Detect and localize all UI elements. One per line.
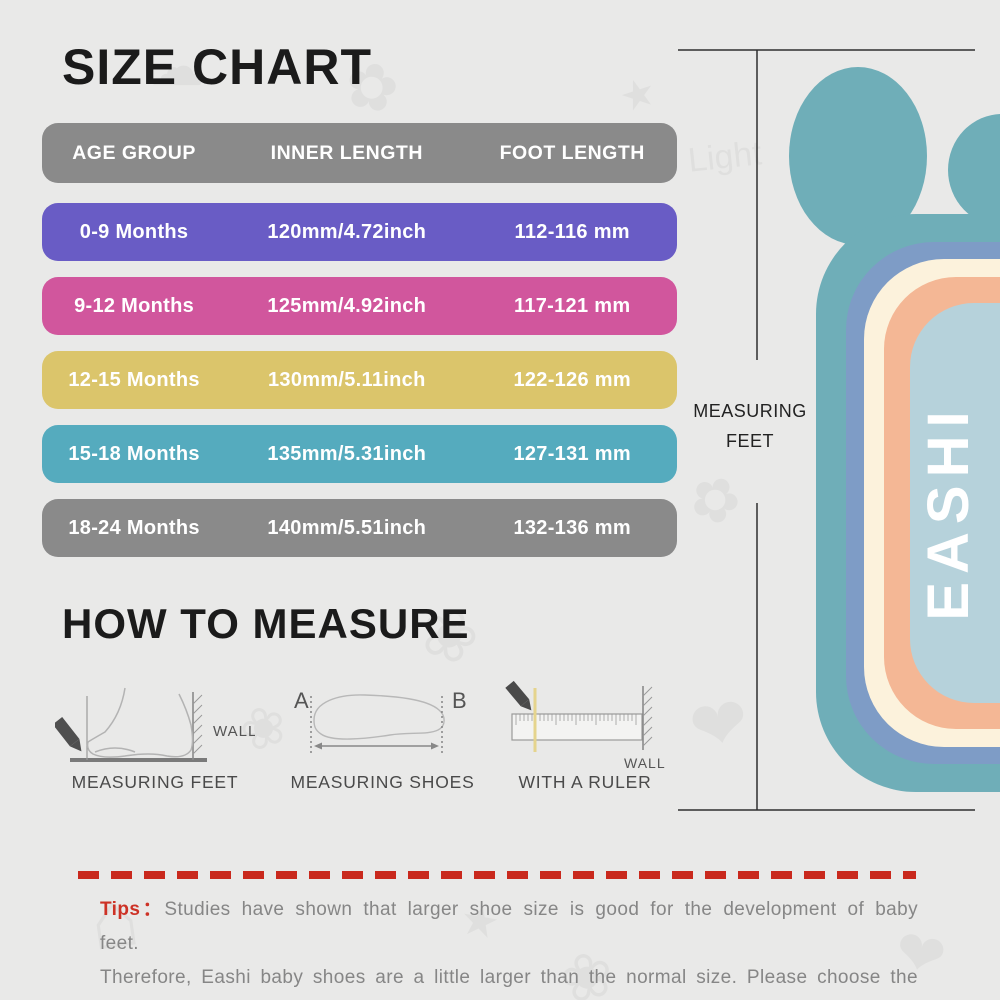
tips-label: Tips： bbox=[100, 899, 165, 920]
col-age-group: AGE GROUP bbox=[72, 141, 196, 164]
cell-foot: 122-126 mm bbox=[513, 368, 631, 391]
tips-text-line1: Studies have shown that larger shoe size… bbox=[100, 899, 918, 954]
panel-caption-line2: FEET bbox=[725, 431, 774, 451]
cell-age: 9-12 Months bbox=[74, 294, 195, 317]
length-arrow bbox=[314, 742, 439, 750]
cell-inner: 125mm/4.92inch bbox=[267, 294, 427, 317]
how-to-measure-title: HOW TO MEASURE bbox=[62, 600, 470, 647]
table-header-row: AGE GROUP INNER LENGTH FOOT LENGTH bbox=[42, 123, 677, 183]
red-dashed-divider bbox=[78, 871, 916, 879]
with-a-ruler-illustration: WALL bbox=[505, 680, 666, 771]
brand-logo: EASHI bbox=[916, 403, 981, 620]
cell-foot: 117-121 mm bbox=[514, 294, 631, 317]
sole-outline bbox=[313, 694, 445, 740]
cell-inner: 130mm/5.11inch bbox=[267, 368, 426, 391]
doodle-icon: ☁ bbox=[150, 37, 204, 97]
page-title: SIZE CHART bbox=[62, 39, 372, 95]
tips-text-line2: Therefore, Eashi baby shoes are a little… bbox=[100, 967, 918, 988]
point-a-label: A bbox=[294, 688, 309, 713]
cell-inner: 120mm/4.72inch bbox=[267, 220, 427, 243]
wall-label: WALL bbox=[624, 755, 666, 771]
cell-age: 18-24 Months bbox=[68, 516, 200, 539]
cell-inner: 135mm/5.31inch bbox=[267, 442, 427, 465]
panel-caption-line1: MEASURING bbox=[693, 401, 807, 421]
pencil-icon bbox=[55, 716, 82, 752]
ruler-icon bbox=[511, 713, 643, 741]
foot-measuring-panel: EASHI bbox=[678, 49, 1000, 811]
table-row: 18-24 Months 140mm/5.51inch 132-136 mm bbox=[42, 499, 677, 557]
cell-foot: 127-131 mm bbox=[513, 442, 631, 465]
table-row: 9-12 Months 125mm/4.92inch 117-121 mm bbox=[42, 277, 677, 335]
col-foot-length: FOOT LENGTH bbox=[499, 141, 645, 164]
cell-age: 12-15 Months bbox=[68, 368, 200, 391]
cell-age: 0-9 Months bbox=[79, 220, 189, 243]
measuring-shoes-illustration: A B bbox=[294, 688, 467, 754]
table-row: 0-9 Months 120mm/4.72inch 112-116 mm bbox=[42, 203, 677, 261]
size-table: AGE GROUP INNER LENGTH FOOT LENGTH 0-9 M… bbox=[42, 123, 677, 573]
wall-label: WALL bbox=[213, 723, 255, 740]
wall-hatch bbox=[192, 694, 203, 755]
cell-inner: 140mm/5.51inch bbox=[267, 516, 427, 539]
with-a-ruler-label: WITH A RULER bbox=[518, 772, 652, 792]
foot-layer-core bbox=[910, 303, 1000, 703]
big-toe-icon bbox=[789, 67, 927, 245]
cell-foot: 132-136 mm bbox=[513, 516, 631, 539]
table-row: 15-18 Months 135mm/5.31inch 127-131 mm bbox=[42, 425, 677, 483]
cell-foot: 112-116 mm bbox=[514, 220, 630, 243]
doodle-icon: ★ bbox=[614, 68, 662, 122]
measuring-shoes-label: MEASURING SHOES bbox=[290, 772, 475, 792]
point-b-label: B bbox=[452, 688, 467, 713]
measuring-feet-illustration: WALL bbox=[55, 687, 255, 762]
cell-age: 15-18 Months bbox=[68, 442, 200, 465]
measuring-feet-label: MEASURING FEET bbox=[71, 772, 239, 792]
wall-hatch bbox=[642, 686, 653, 747]
panel-caption: MEASURING FEET bbox=[688, 396, 812, 456]
second-toe-icon bbox=[948, 114, 1000, 226]
table-row: 12-15 Months 130mm/5.11inch 122-126 mm bbox=[42, 351, 677, 409]
tips-paragraph: Tips：Studies have shown that larger shoe… bbox=[100, 893, 918, 1000]
col-inner-length: INNER LENGTH bbox=[270, 141, 423, 164]
foot-outline bbox=[86, 687, 194, 758]
pencil-icon bbox=[505, 680, 532, 711]
